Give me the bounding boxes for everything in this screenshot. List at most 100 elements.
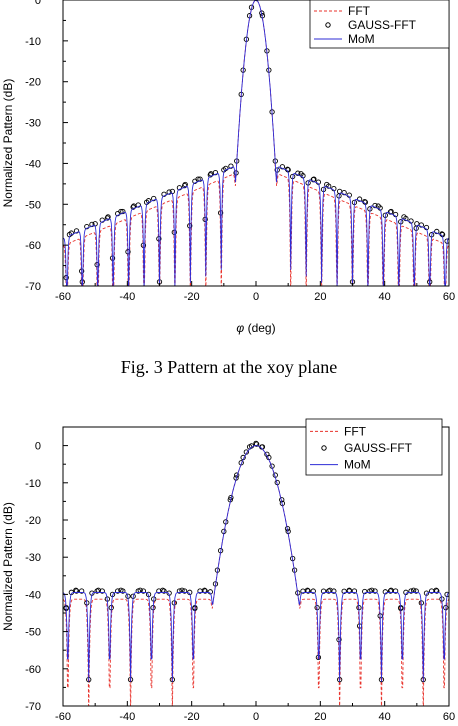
gauss-fft-point [207, 172, 213, 178]
x-tick-label: 60 [443, 291, 455, 303]
gauss-fft-point [120, 208, 126, 215]
x-tick-label: -20 [184, 291, 200, 303]
gauss-fft-point [418, 222, 424, 228]
series-clip [63, 0, 449, 286]
gauss-fft-point [253, 441, 260, 447]
y-tick-label: -20 [25, 515, 41, 527]
mom-series-line [63, 0, 449, 286]
x-tick-label: 0 [253, 291, 259, 303]
x-tick-label: 20 [314, 291, 326, 303]
gauss-fft-point [403, 215, 409, 222]
gauss-fft-point [181, 182, 188, 189]
gauss-fft-point [413, 588, 419, 594]
y-tick-label: -70 [25, 281, 41, 293]
y-tick-label: -30 [25, 118, 41, 130]
y-tick-label: -10 [25, 36, 41, 48]
figure-caption: Fig. 3 Pattern at the xoy plane [121, 357, 337, 377]
gauss-fft-point [212, 170, 219, 176]
gauss-fft-point [351, 588, 358, 594]
series-clip [63, 440, 449, 706]
y-tick-label: -20 [25, 77, 41, 89]
gauss-fft-point [120, 588, 126, 594]
chart-xoy-plane: -60 -40 -20 0 20 40 60 0 -10 -20 -30 -40 -50 -60 -70 N… [1, 0, 455, 335]
gauss-fft-point [331, 588, 337, 594]
y-tick-label: -70 [25, 701, 41, 713]
gauss-fft-point [145, 198, 152, 204]
gauss-fft-point [295, 170, 301, 176]
x-tick-label: -40 [119, 291, 135, 303]
gauss-fft-point [387, 209, 394, 215]
gauss-fft-point [408, 588, 414, 594]
gauss-fft-point [372, 202, 378, 209]
legend: FFT GAUSS-FFT MoM [305, 418, 443, 476]
y-axis-label: Normalized Pattern (dB) [1, 502, 15, 631]
gauss-fft-point [305, 588, 311, 594]
y-tick-label: -10 [25, 478, 41, 490]
y-tick-label: -40 [25, 158, 41, 170]
legend-label-fft: FFT [344, 424, 367, 438]
gauss-fft-point [99, 588, 105, 594]
gauss-fft-point [310, 177, 316, 183]
mom-series-line [63, 445, 449, 682]
axis-ticks: -60 -40 -20 0 20 40 60 0 -10 -20 -30 -40 -50 -60 -70 [25, 0, 455, 303]
x-axis-label: φ (deg) [236, 321, 275, 335]
gauss-fft-point [135, 202, 141, 208]
x-tick-label: 40 [379, 711, 391, 723]
gauss-fft-point [104, 215, 111, 221]
gauss-fft-point [140, 588, 147, 594]
gauss-fft-point [176, 588, 183, 594]
gauss-fft-point [310, 588, 316, 594]
x-tick-label: -60 [55, 291, 71, 303]
legend: FFT GAUSS-FFT MoM [309, 0, 450, 49]
y-tick-label: -50 [25, 627, 41, 639]
gauss-fft-point [356, 196, 363, 202]
gauss-fft-point [192, 178, 198, 184]
y-tick-label: -50 [25, 199, 41, 211]
gauss-fft-point [428, 588, 435, 594]
gauss-fft-point [197, 588, 203, 594]
series-layer [63, 440, 449, 706]
y-axis-label: Normalized Pattern (dB) [1, 79, 15, 208]
gauss-fft-point [79, 588, 85, 594]
y-tick-label: -60 [25, 240, 41, 252]
x-tick-label: 40 [379, 291, 391, 303]
gauss-fft-point [73, 228, 80, 234]
y-tick-label: -30 [25, 552, 41, 564]
x-axis-unit: (deg) [248, 321, 276, 335]
gauss-fft-point [166, 189, 172, 195]
gauss-fft-point [372, 588, 378, 594]
x-tick-label: -20 [184, 711, 200, 723]
gauss-fft-point [223, 165, 229, 171]
gauss-fft-point [130, 204, 136, 210]
gauss-fft-point [326, 183, 332, 189]
gauss-fft-point [320, 588, 327, 594]
x-tick-label: 20 [314, 711, 326, 723]
gauss-fft-point [176, 185, 183, 191]
gauss-fft-point [434, 228, 440, 235]
legend-marker-gauss-fft [321, 445, 327, 451]
x-tick-label: -40 [119, 711, 135, 723]
legend-box [305, 418, 443, 476]
x-tick-label: -60 [55, 711, 71, 723]
gauss-fft-point [202, 588, 208, 594]
legend-label-gauss-fft: GAUSS-FFT [344, 441, 413, 455]
legend-label-mom: MoM [348, 32, 375, 46]
gauss-fft-point [181, 588, 188, 594]
gauss-fft-point [392, 588, 399, 594]
legend-box [309, 0, 450, 49]
gauss-fft-point [115, 588, 121, 594]
series-layer [63, 0, 449, 286]
y-tick-label: -40 [25, 589, 41, 601]
gauss-fft-point [68, 230, 75, 236]
y-tick-label: 0 [35, 0, 41, 7]
gauss-fft-point [135, 588, 141, 594]
gauss-fft-point [434, 588, 440, 594]
gauss-fft-point [73, 588, 80, 594]
gauss-fft-point [84, 223, 90, 230]
gauss-fft-point [99, 217, 105, 223]
gauss-fft-point [115, 210, 121, 217]
gauss-fft-point [89, 221, 95, 228]
y-tick-label: 0 [35, 441, 41, 453]
x-tick-label: 0 [253, 711, 259, 723]
